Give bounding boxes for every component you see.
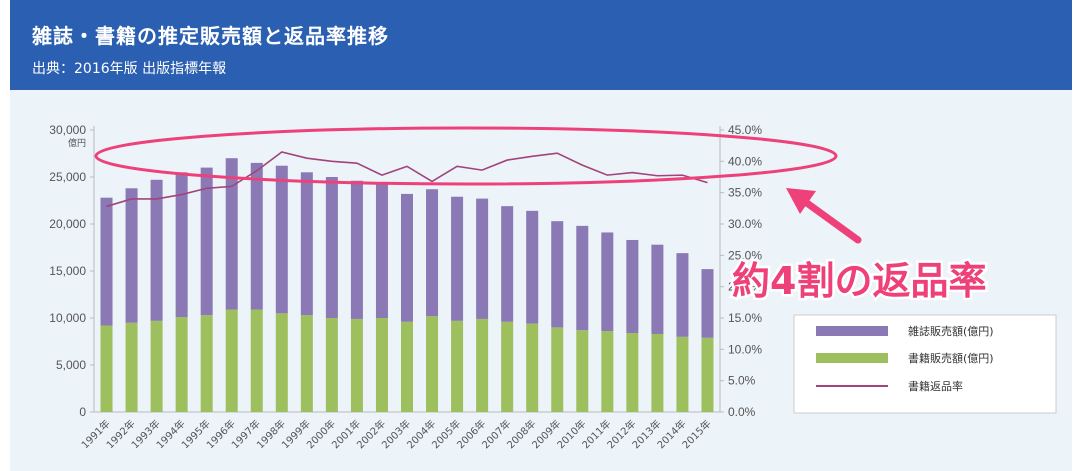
bar-magazine-sales bbox=[150, 179, 163, 321]
bar-book-sales bbox=[526, 323, 539, 412]
y2-tick-label: 40.0% bbox=[728, 154, 762, 168]
bar-book-sales bbox=[701, 337, 714, 412]
bar-book-sales bbox=[125, 322, 138, 412]
y-tick-label: 30,000 bbox=[49, 123, 86, 137]
y-tick-label: 10,000 bbox=[49, 311, 86, 325]
line-book-return-rate bbox=[106, 151, 708, 208]
bar-magazine-sales bbox=[626, 239, 639, 334]
bar-magazine-sales bbox=[476, 198, 489, 319]
bar-book-sales bbox=[225, 309, 238, 412]
callout-text: 約4割の返品率 bbox=[732, 259, 986, 303]
bar-magazine-sales bbox=[526, 210, 539, 324]
bar-magazine-sales bbox=[300, 172, 313, 316]
bar-book-sales bbox=[375, 318, 388, 412]
bar-book-sales bbox=[275, 313, 288, 412]
y-tick-label: 0 bbox=[79, 405, 86, 419]
bar-book-sales bbox=[150, 320, 163, 412]
bar-book-sales bbox=[476, 318, 489, 412]
bar-book-sales bbox=[300, 315, 313, 412]
bar-book-sales bbox=[601, 331, 614, 412]
y2-tick-label: 10.0% bbox=[728, 342, 762, 356]
bar-book-sales bbox=[651, 333, 664, 412]
bar-magazine-sales bbox=[701, 269, 714, 338]
source-note: 出典：2016年版 出版指標年報 bbox=[32, 61, 227, 77]
bar-book-sales bbox=[501, 321, 514, 412]
bar-magazine-sales bbox=[375, 183, 388, 318]
bar-book-sales bbox=[551, 327, 564, 412]
bar-magazine-sales bbox=[200, 167, 213, 316]
y-tick-label: 20,000 bbox=[49, 217, 86, 231]
bar-magazine-sales bbox=[350, 180, 363, 319]
y2-tick-label: 15.0% bbox=[728, 311, 762, 325]
y2-tick-label: 30.0% bbox=[728, 217, 762, 231]
bar-magazine-sales bbox=[125, 188, 138, 323]
bar-book-sales bbox=[250, 309, 263, 412]
highlight-ellipse bbox=[94, 126, 838, 186]
y2-tick-label: 25.0% bbox=[728, 248, 762, 262]
bar-book-sales bbox=[451, 320, 464, 412]
callout-arrow-shaft bbox=[796, 194, 862, 244]
bar-book-sales bbox=[350, 318, 363, 412]
bar-book-sales bbox=[175, 317, 188, 412]
bar-magazine-sales bbox=[501, 206, 514, 322]
bar-book-sales bbox=[325, 318, 338, 412]
y2-tick-label: 35.0% bbox=[728, 186, 762, 200]
y-tick-label: 25,000 bbox=[49, 170, 86, 184]
bar-magazine-sales bbox=[225, 158, 238, 310]
y2-tick-label: 20.0% bbox=[728, 280, 762, 294]
bar-magazine-sales bbox=[100, 197, 113, 326]
bar-book-sales bbox=[626, 333, 639, 412]
y-tick-label: 15,000 bbox=[49, 264, 86, 278]
chart-panel: 0 5,000 10,000 15,000 20,000 25,000 30,000 億円 0.… bbox=[10, 90, 1072, 471]
bar-magazine-sales bbox=[426, 189, 439, 317]
page-title: 雑誌・書籍の推定販売額と返品率推移 bbox=[32, 24, 389, 48]
bar-magazine-sales bbox=[275, 165, 288, 314]
bar-magazine-sales bbox=[175, 172, 188, 318]
legend-swatch bbox=[816, 353, 888, 363]
bar-book-sales bbox=[401, 321, 413, 412]
bar-magazine-sales bbox=[651, 244, 664, 334]
legend-label: 雑誌販売額(億円) bbox=[908, 324, 994, 338]
bar-magazine-sales bbox=[676, 253, 689, 337]
bar-magazine-sales bbox=[576, 225, 589, 331]
callout-arrow-head bbox=[786, 188, 816, 214]
bar-magazine-sales bbox=[401, 193, 413, 322]
y-axis-unit-label: 億円 bbox=[68, 137, 86, 149]
y-tick-label: 5,000 bbox=[56, 358, 86, 372]
legend-label: 書籍返品率 bbox=[908, 379, 963, 393]
bar-magazine-sales bbox=[451, 196, 464, 321]
y2-tick-label: 0.0% bbox=[728, 405, 756, 419]
bar-book-sales bbox=[200, 315, 213, 412]
bar-book-sales bbox=[426, 316, 439, 412]
legend-swatch bbox=[816, 326, 888, 336]
bar-book-sales bbox=[100, 325, 113, 412]
header-banner: 雑誌・書籍の推定販売額と返品率推移 出典：2016年版 出版指標年報 bbox=[10, 0, 1072, 90]
legend-label: 書籍販売額(億円) bbox=[908, 351, 994, 365]
y2-tick-label: 45.0% bbox=[728, 123, 762, 137]
bar-book-sales bbox=[676, 336, 689, 412]
bar-magazine-sales bbox=[551, 221, 564, 328]
bar-book-sales bbox=[576, 330, 589, 412]
y2-tick-label: 5.0% bbox=[728, 374, 756, 388]
bar-magazine-sales bbox=[250, 162, 263, 310]
bar-magazine-sales bbox=[601, 232, 614, 332]
bar-magazine-sales bbox=[325, 177, 338, 318]
